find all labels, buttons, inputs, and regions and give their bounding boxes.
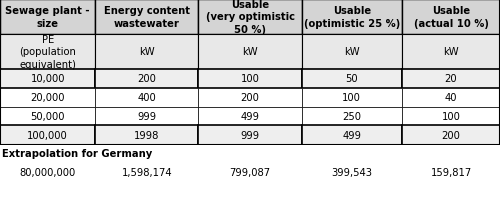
Text: 200: 200 (138, 74, 156, 84)
Bar (96, 35, 198, 69)
Bar (302, 0, 402, 35)
Text: 100: 100 (342, 93, 361, 103)
Text: 799,087: 799,087 (230, 167, 270, 177)
Text: Extrapolation for Germany: Extrapolation for Germany (2, 149, 153, 159)
Bar (402, 107, 500, 125)
Bar (302, 125, 402, 145)
Bar (198, 69, 302, 89)
Bar (302, 89, 402, 107)
Bar (0, 0, 96, 35)
Bar (402, 89, 500, 107)
Bar (96, 107, 198, 125)
Bar (0, 69, 96, 89)
Text: kW: kW (242, 47, 258, 57)
Bar (198, 107, 302, 125)
Text: Usable
(very optimistic
50 %): Usable (very optimistic 50 %) (206, 0, 294, 35)
Text: 499: 499 (342, 131, 361, 140)
Text: 100: 100 (240, 74, 260, 84)
Bar (402, 125, 500, 145)
Text: 1998: 1998 (134, 131, 160, 140)
Text: 200: 200 (240, 93, 260, 103)
Bar (198, 125, 302, 145)
Bar (96, 0, 198, 35)
Text: 159,817: 159,817 (430, 167, 472, 177)
Text: 200: 200 (442, 131, 460, 140)
Text: 1,598,174: 1,598,174 (122, 167, 172, 177)
Bar (198, 35, 302, 69)
Text: 50: 50 (346, 74, 358, 84)
Bar (0, 107, 96, 125)
Bar (0, 145, 500, 162)
Text: 40: 40 (445, 93, 458, 103)
Bar (96, 125, 198, 145)
Bar (96, 69, 198, 89)
Bar (0, 0, 500, 145)
Bar (302, 35, 402, 69)
Text: 50,000: 50,000 (30, 111, 65, 121)
Text: 20,000: 20,000 (30, 93, 65, 103)
Text: 100: 100 (442, 111, 460, 121)
Text: Usable
(actual 10 %): Usable (actual 10 %) (414, 6, 488, 29)
Text: Energy content
wastewater: Energy content wastewater (104, 6, 190, 29)
Text: 399,543: 399,543 (332, 167, 372, 177)
Bar (302, 69, 402, 89)
Text: 250: 250 (342, 111, 361, 121)
Text: kW: kW (443, 47, 459, 57)
Bar (402, 0, 500, 35)
Bar (0, 89, 96, 107)
Bar (402, 69, 500, 89)
Text: Usable
(optimistic 25 %): Usable (optimistic 25 %) (304, 6, 400, 29)
Text: kW: kW (139, 47, 155, 57)
Bar (302, 107, 402, 125)
Bar (0, 162, 500, 183)
Text: 499: 499 (240, 111, 260, 121)
Bar (0, 35, 96, 69)
Text: PE
(population
equivalent): PE (population equivalent) (20, 35, 76, 69)
Text: 999: 999 (138, 111, 156, 121)
Text: 400: 400 (138, 93, 156, 103)
Text: 10,000: 10,000 (30, 74, 65, 84)
Text: kW: kW (344, 47, 360, 57)
Bar (96, 89, 198, 107)
Text: 80,000,000: 80,000,000 (20, 167, 76, 177)
Text: 100,000: 100,000 (28, 131, 68, 140)
Bar (198, 0, 302, 35)
Text: 20: 20 (444, 74, 458, 84)
Text: 999: 999 (240, 131, 260, 140)
Bar (198, 89, 302, 107)
Bar (402, 35, 500, 69)
Text: Sewage plant -
size: Sewage plant - size (6, 6, 90, 29)
Bar (0, 125, 96, 145)
